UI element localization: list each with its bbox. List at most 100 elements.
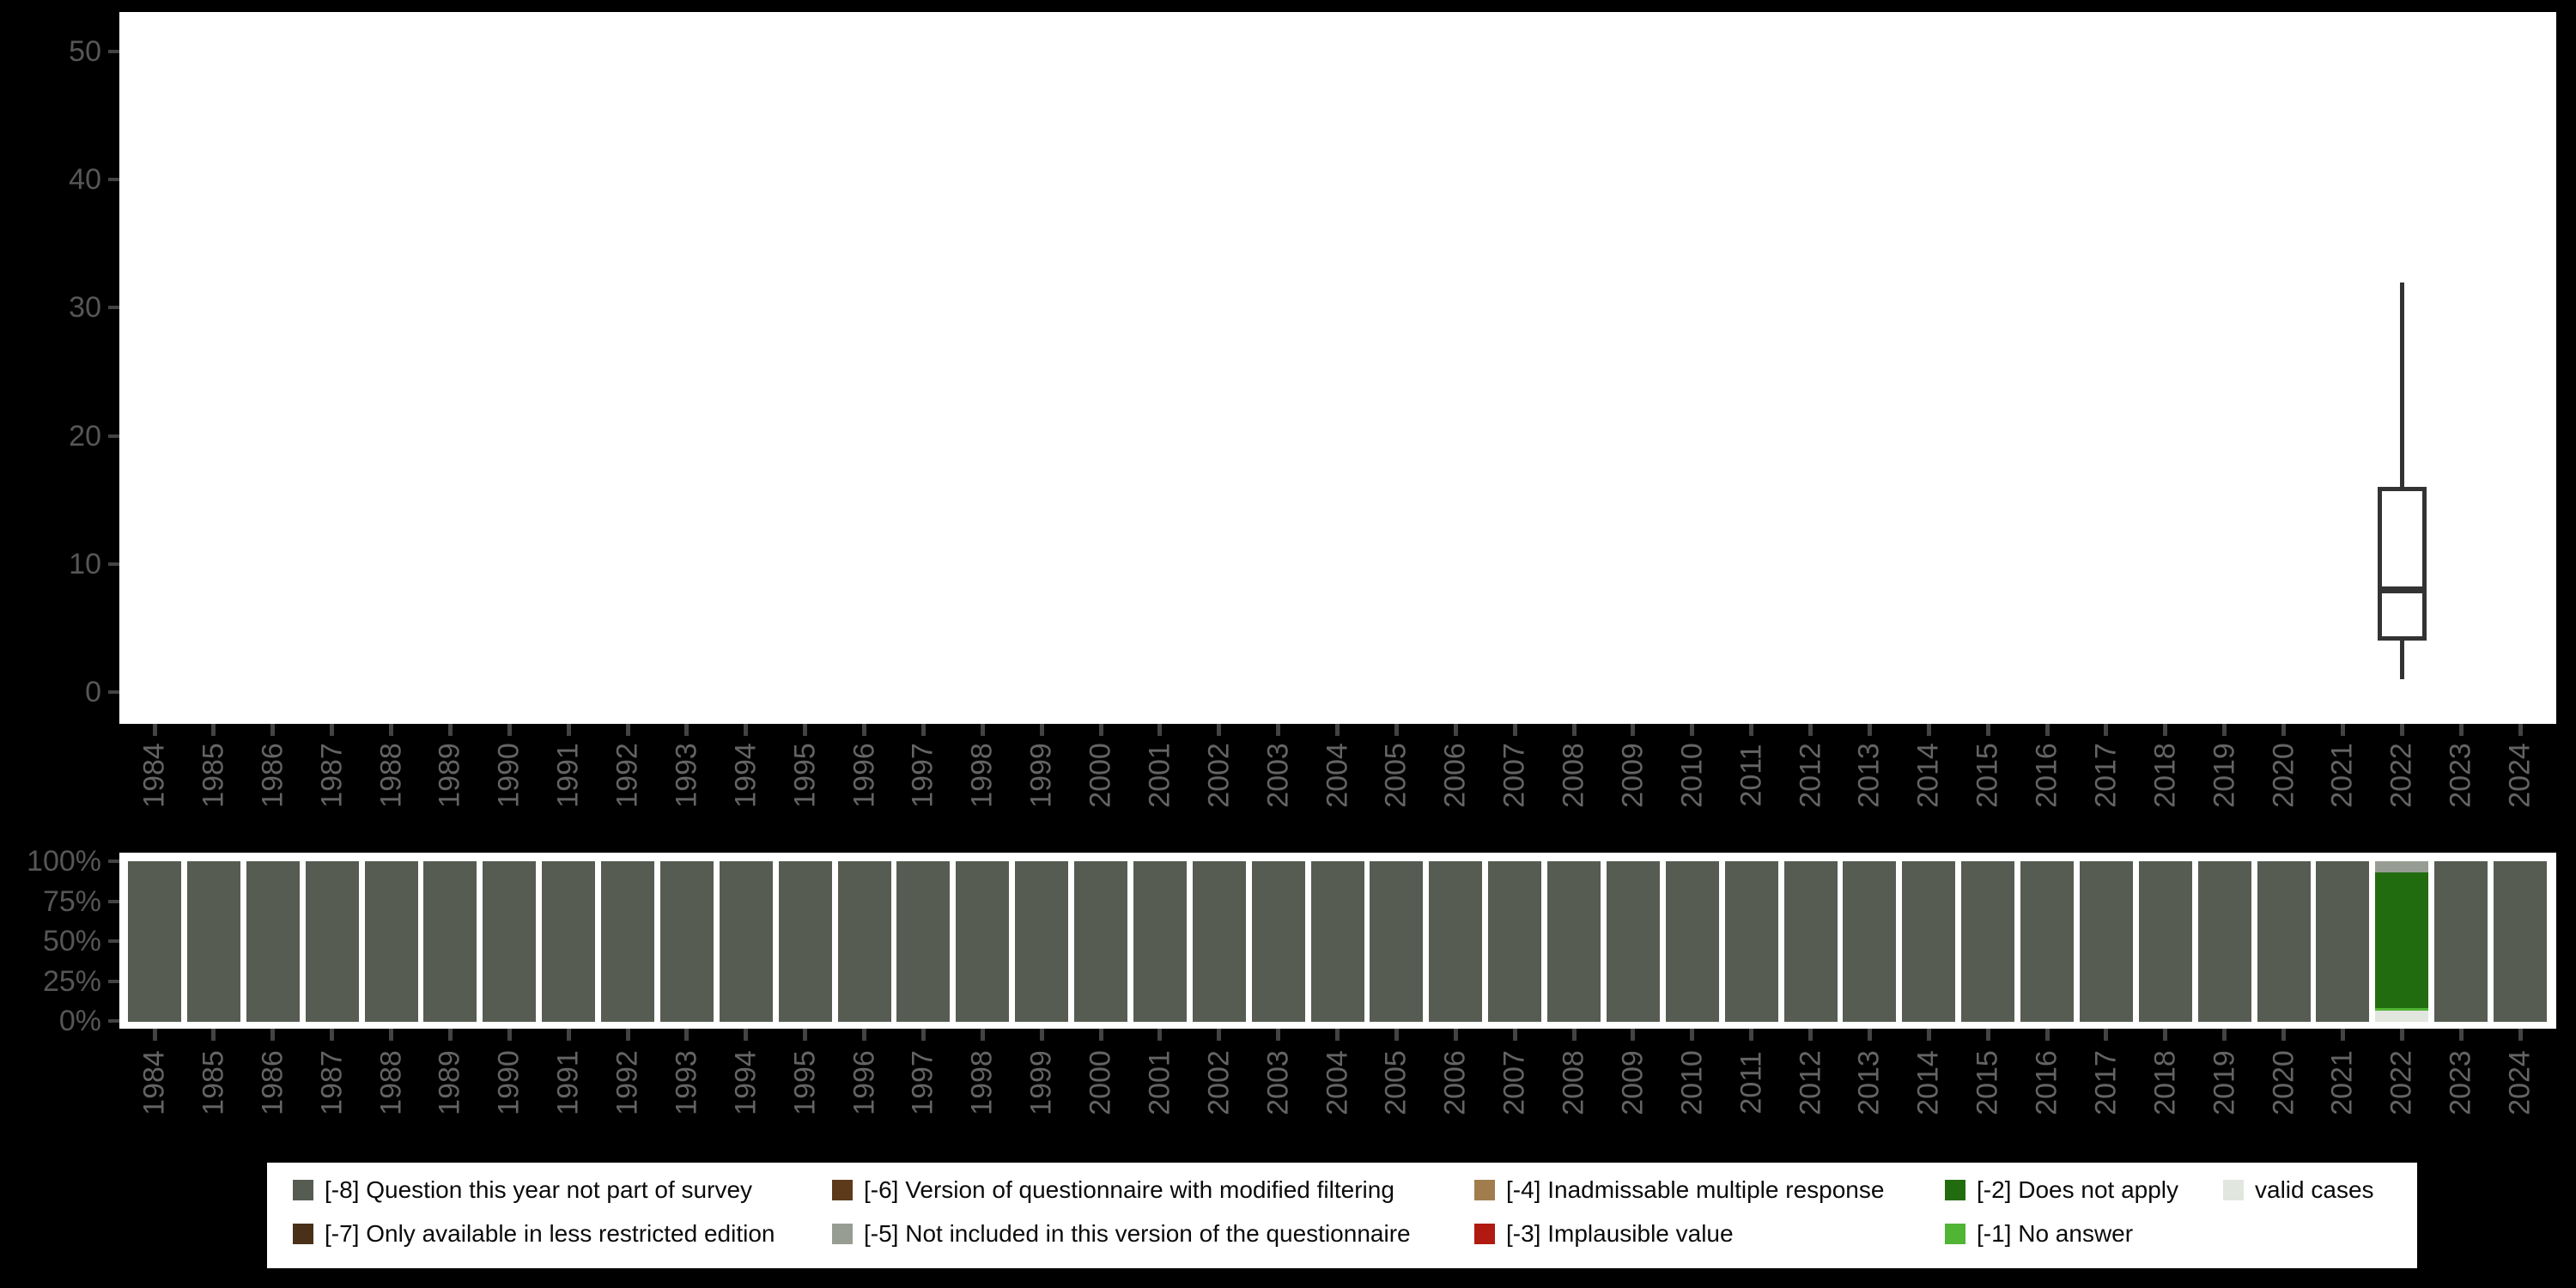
x-tick-label-top-2005: 2005 xyxy=(1379,743,1413,808)
x-tick-label-bottom-2014: 2014 xyxy=(1911,1050,1945,1115)
x-tick-label-bottom-2006: 2006 xyxy=(1438,1050,1472,1115)
boxplot-whisker xyxy=(2399,282,2404,680)
x-tick-label-bottom-1985: 1985 xyxy=(197,1050,230,1115)
x-tick xyxy=(2104,724,2109,736)
bar-segment-1989--8 xyxy=(423,861,477,1022)
boxplot-box xyxy=(2377,487,2427,641)
bar-segment-2023--8 xyxy=(2434,861,2488,1022)
x-tick xyxy=(920,1029,926,1041)
x-tick xyxy=(1098,724,1103,736)
bar-segment-2016--8 xyxy=(2020,861,2074,1022)
bar-segment-2021--8 xyxy=(2316,861,2370,1022)
x-tick-label-bottom-2011: 2011 xyxy=(1735,1051,1768,1115)
x-tick-label-top-2017: 2017 xyxy=(2089,743,2123,808)
x-tick-label-top-1995: 1995 xyxy=(788,743,822,808)
y-tick-label-10: 10 xyxy=(69,547,101,580)
bar-segment-1994--8 xyxy=(719,861,773,1022)
x-tick xyxy=(447,1029,453,1041)
x-tick xyxy=(803,724,808,736)
x-tick-label-top-2021: 2021 xyxy=(2325,743,2359,808)
x-tick xyxy=(1926,1029,1931,1041)
bar-segment-2017--8 xyxy=(2079,861,2133,1022)
y-tick xyxy=(108,434,119,438)
boxplot-plot-area xyxy=(119,12,2556,724)
bar-segment-1986--8 xyxy=(246,861,300,1022)
x-tick-label-top-1986: 1986 xyxy=(256,743,289,808)
x-tick-label-top-2015: 2015 xyxy=(1971,743,2004,808)
legend-swatch-minus-5 xyxy=(832,1224,853,1244)
x-tick-label-top-1989: 1989 xyxy=(433,743,466,808)
x-tick xyxy=(625,1029,630,1041)
bar-segment-2022--1 xyxy=(2375,1008,2429,1012)
bar-segment-2013--8 xyxy=(1843,861,1897,1022)
bar-segment-1990--8 xyxy=(483,861,537,1022)
legend: [-8] Question this year not part of surv… xyxy=(267,1163,2417,1268)
x-tick-label-top-1988: 1988 xyxy=(374,743,407,808)
x-tick-label-bottom-2022: 2022 xyxy=(2385,1050,2418,1115)
bar-segment-1985--8 xyxy=(186,861,240,1022)
x-tick xyxy=(1749,1029,1754,1041)
legend-item-minus-5: [-5] Not included in this version of the… xyxy=(832,1221,1411,1247)
x-tick-label-top-2012: 2012 xyxy=(1794,743,1826,808)
x-tick-label-bottom-1996: 1996 xyxy=(848,1050,880,1115)
x-tick xyxy=(803,1029,808,1041)
x-tick-label-bottom-2019: 2019 xyxy=(2208,1050,2241,1115)
x-tick xyxy=(1631,1029,1636,1041)
bar-segment-1995--8 xyxy=(778,861,832,1022)
x-tick-label-top-2009: 2009 xyxy=(1616,743,1649,808)
pct-tick-label-100: 100% xyxy=(27,845,101,878)
x-tick-label-bottom-2010: 2010 xyxy=(1675,1050,1709,1115)
x-tick xyxy=(1394,724,1399,736)
y-tick xyxy=(108,178,119,182)
x-tick-label-bottom-2007: 2007 xyxy=(1498,1050,1531,1115)
bar-segment-1998--8 xyxy=(956,861,1010,1022)
legend-swatch-minus-8 xyxy=(293,1180,313,1200)
legend-item-minus-4: [-4] Inadmissable multiple response xyxy=(1474,1177,1884,1203)
bar-segment-2011--8 xyxy=(1724,861,1778,1022)
y-tick-label-50: 50 xyxy=(69,35,101,68)
bar-segment-2010--8 xyxy=(1665,861,1719,1022)
x-tick-label-top-2019: 2019 xyxy=(2208,743,2241,808)
legend-swatch-minus-1 xyxy=(1945,1224,1965,1244)
bar-segment-2003--8 xyxy=(1251,861,1305,1022)
x-tick-label-bottom-1984: 1984 xyxy=(137,1050,171,1115)
legend-item-minus-3: [-3] Implausible value xyxy=(1474,1221,1734,1247)
x-tick-label-bottom-2018: 2018 xyxy=(2148,1050,2182,1115)
x-tick-label-top-2018: 2018 xyxy=(2148,743,2182,808)
x-tick xyxy=(1985,1029,1990,1041)
x-tick xyxy=(2458,724,2464,736)
x-tick xyxy=(566,1029,571,1041)
bar-segment-2022-valid xyxy=(2375,1011,2429,1022)
bar-segment-2022--5 xyxy=(2375,861,2429,873)
bar-segment-2004--8 xyxy=(1310,861,1364,1022)
x-tick-label-top-1991: 1991 xyxy=(551,743,585,808)
y-tick-label-0: 0 xyxy=(85,676,101,708)
x-tick-label-bottom-2001: 2001 xyxy=(1143,1050,1176,1115)
x-tick-label-bottom-2016: 2016 xyxy=(2030,1050,2063,1115)
x-tick xyxy=(507,1029,512,1041)
x-tick xyxy=(1808,1029,1813,1041)
x-tick xyxy=(389,724,393,736)
x-tick xyxy=(1039,1029,1044,1041)
x-tick-label-bottom-1993: 1993 xyxy=(670,1050,703,1115)
legend-swatch-minus-4 xyxy=(1474,1180,1495,1200)
x-tick xyxy=(2518,1029,2523,1041)
x-tick-label-bottom-1994: 1994 xyxy=(729,1050,762,1115)
x-tick xyxy=(1631,724,1636,736)
x-tick xyxy=(1453,724,1458,736)
x-tick-label-bottom-1992: 1992 xyxy=(611,1050,644,1115)
y-tick-label-30: 30 xyxy=(69,291,101,325)
x-tick-label-top-1997: 1997 xyxy=(906,743,939,808)
x-tick xyxy=(1512,724,1517,736)
x-tick-label-top-2001: 2001 xyxy=(1143,743,1176,808)
bar-segment-2009--8 xyxy=(1606,861,1660,1022)
x-tick-label-top-2011: 2011 xyxy=(1735,744,1768,807)
x-tick-label-top-1996: 1996 xyxy=(848,743,880,808)
x-tick xyxy=(2104,1029,2109,1041)
bar-segment-2012--8 xyxy=(1783,861,1838,1022)
x-tick-label-top-1998: 1998 xyxy=(965,743,999,808)
x-tick-label-bottom-1989: 1989 xyxy=(433,1050,466,1115)
bar-segment-2006--8 xyxy=(1429,861,1483,1022)
x-tick-label-bottom-2021: 2021 xyxy=(2325,1050,2359,1115)
